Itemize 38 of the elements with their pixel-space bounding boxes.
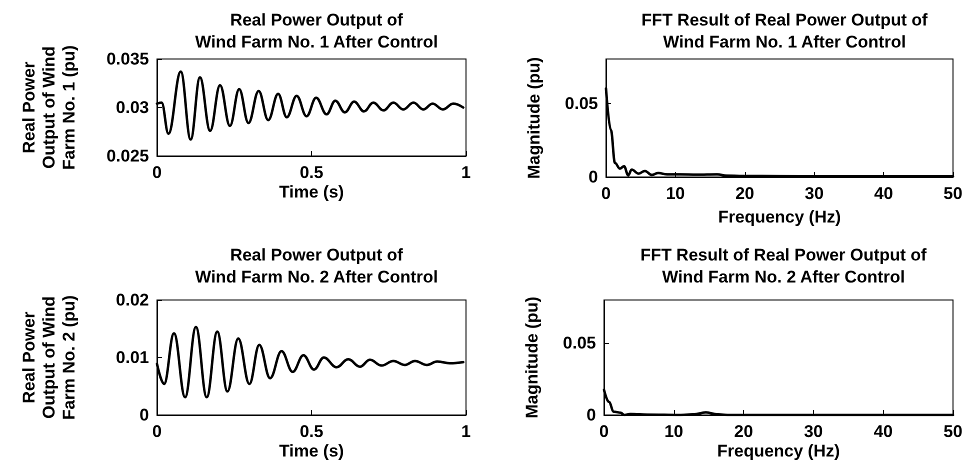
x-tick-label: 1: [461, 422, 471, 441]
y-tick-label: 0.03: [116, 98, 149, 117]
y-tick-label: 0.01: [116, 348, 149, 367]
x-tick-label: 0.5: [300, 163, 324, 182]
y-axis-title: Real Power Output of Wind Farm No. 2 (pu): [20, 295, 78, 420]
y-axis-title: Magnitude (pu): [524, 57, 544, 179]
x-tick-label: 40: [874, 184, 894, 203]
chart-title: FFT Result of Real Power Output of Wind Farm No. 2 After Control: [640, 246, 927, 286]
x-tick-label: 10: [666, 184, 685, 203]
x-tick-label: 0: [601, 184, 611, 203]
x-axis-title: Frequency (Hz): [718, 207, 841, 226]
x-tick-label: 0.5: [300, 422, 324, 441]
y-tick-label: 0.05: [562, 334, 596, 353]
x-tick-label: 20: [734, 422, 754, 441]
y-tick-label: 0: [140, 406, 149, 424]
chart-title: Real Power Output of Wind Farm No. 1 After Control: [195, 10, 438, 52]
x-axis-title: Frequency (Hz): [717, 441, 840, 460]
x-tick-label: 1: [461, 163, 471, 182]
y-tick-label: 0.035: [106, 50, 149, 68]
x-axis-title: Time (s): [279, 182, 344, 202]
x-tick-label: 20: [735, 184, 754, 203]
x-tick-label: 50: [944, 422, 962, 441]
chart-title: FFT Result of Real Power Output of Wind Farm No. 1 After Control: [641, 10, 928, 52]
y-tick-label: 0.02: [116, 290, 149, 310]
y-tick-label: 0.05: [564, 94, 598, 113]
y-axis-title: Real Power Output of Wind Farm No. 1 (pu): [20, 45, 78, 170]
x-tick-label: 50: [944, 184, 962, 203]
y-tick-label: 0.025: [106, 146, 149, 166]
x-tick-label: 30: [804, 422, 823, 441]
y-tick-label: 0: [586, 406, 596, 424]
chart-title: Real Power Output of Wind Farm No. 2 After Control: [195, 246, 438, 286]
x-tick-label: 30: [804, 184, 824, 203]
x-tick-label: 0: [152, 422, 162, 441]
x-axis-title: Time (s): [279, 441, 344, 460]
y-axis-title: Magnitude (pu): [522, 296, 542, 418]
x-tick-label: 0: [152, 163, 162, 182]
x-tick-label: 10: [664, 422, 684, 441]
x-tick-label: 40: [874, 422, 893, 441]
